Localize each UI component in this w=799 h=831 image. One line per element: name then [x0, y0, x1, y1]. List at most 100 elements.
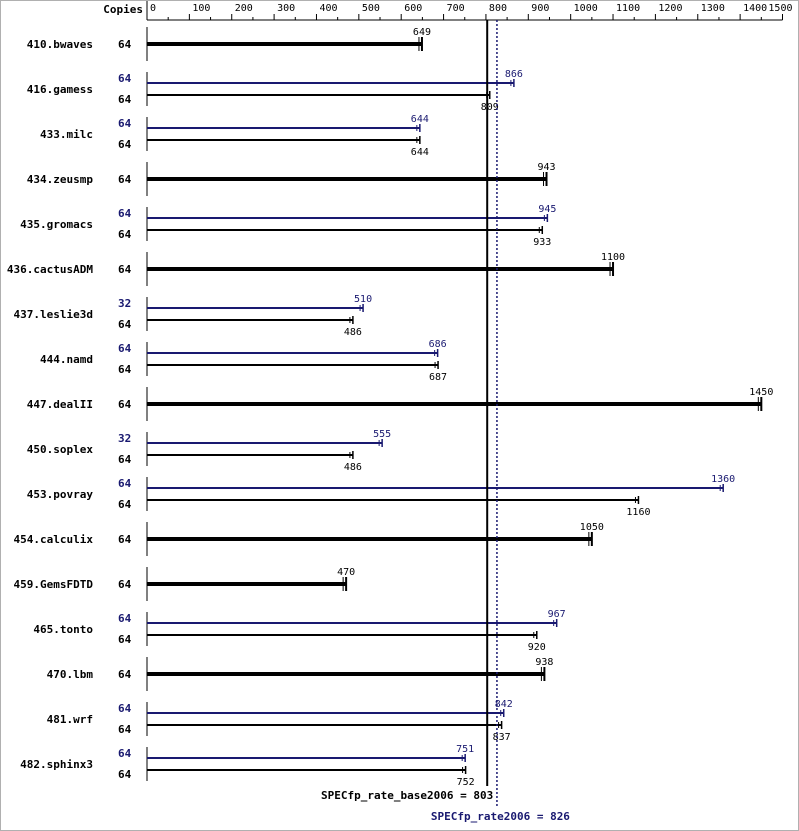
- benchmark-name: 437.leslie3d: [14, 308, 93, 321]
- peak-value-label: 751: [456, 744, 474, 755]
- base-value-label: 687: [429, 372, 447, 383]
- base-value-label: 933: [533, 237, 551, 248]
- x-tick-label: 600: [404, 3, 422, 14]
- benchmark-row: 454.calculix 64 1050: [14, 522, 604, 556]
- base-copies: 64: [118, 398, 132, 411]
- base-reference-label: SPECfp_rate_base2006 = 803: [321, 789, 493, 802]
- x-tick-label: 300: [277, 3, 295, 14]
- base-copies: 64: [118, 723, 132, 736]
- base-copies: 64: [118, 768, 132, 781]
- base-copies: 64: [118, 533, 132, 546]
- benchmark-row: 482.sphinx3 64 751 64 752: [20, 744, 474, 788]
- benchmark-name: 444.namd: [40, 353, 93, 366]
- benchmark-name: 454.calculix: [14, 533, 94, 546]
- peak-copies: 64: [118, 117, 132, 130]
- x-tick-label: 800: [489, 3, 507, 14]
- x-tick-label: 400: [319, 3, 337, 14]
- benchmark-row: 459.GemsFDTD 64 470: [14, 567, 355, 601]
- base-value-label: 1100: [601, 252, 625, 263]
- peak-value-label: 866: [505, 69, 523, 80]
- peak-copies: 64: [118, 477, 132, 490]
- base-copies: 64: [118, 453, 132, 466]
- benchmark-row: 444.namd 64 686 64 687: [40, 339, 447, 383]
- peak-copies: 64: [118, 72, 132, 85]
- benchmark-name: 450.soplex: [27, 443, 94, 456]
- base-copies: 64: [118, 578, 132, 591]
- peak-copies: 64: [118, 342, 132, 355]
- benchmark-row: 447.dealII 64 1450: [27, 387, 773, 421]
- benchmark-name: 433.milc: [40, 128, 93, 141]
- base-value-label: 837: [493, 732, 511, 743]
- base-value-label: 809: [481, 102, 499, 113]
- peak-copies: 64: [118, 612, 132, 625]
- x-tick-label: 100: [192, 3, 210, 14]
- base-value-label: 644: [411, 147, 429, 158]
- base-copies: 64: [118, 318, 132, 331]
- benchmark-name: 459.GemsFDTD: [14, 578, 94, 591]
- benchmark-name: 453.povray: [27, 488, 94, 501]
- peak-copies: 64: [118, 702, 132, 715]
- peak-copies: 64: [118, 747, 132, 760]
- peak-copies: 32: [118, 297, 131, 310]
- peak-value-label: 945: [538, 204, 556, 215]
- benchmark-row: 453.povray 64 1360 64 1160: [27, 474, 735, 518]
- x-tick-label: 1500: [768, 3, 792, 14]
- peak-value-label: 686: [429, 339, 447, 350]
- x-tick-label: 200: [235, 3, 253, 14]
- x-tick-label: 1300: [701, 3, 725, 14]
- benchmark-row: 465.tonto 64 967 64 920: [33, 609, 565, 653]
- x-tick-label: 700: [447, 3, 465, 14]
- x-tick-label: 1200: [658, 3, 682, 14]
- base-copies: 64: [118, 38, 132, 51]
- x-tick-label: 1100: [616, 3, 640, 14]
- benchmark-name: 435.gromacs: [20, 218, 93, 231]
- benchmark-name: 447.dealII: [27, 398, 93, 411]
- base-value-label: 1050: [580, 522, 604, 533]
- benchmark-row: 450.soplex 32 555 64 486: [27, 429, 391, 473]
- base-value-label: 943: [537, 162, 555, 173]
- benchmark-row: 435.gromacs 64 945 64 933: [20, 204, 556, 248]
- base-copies: 64: [118, 263, 132, 276]
- base-copies: 64: [118, 93, 132, 106]
- base-copies: 64: [118, 173, 132, 186]
- x-tick-label: 1400: [743, 3, 767, 14]
- peak-value-label: 842: [495, 699, 513, 710]
- benchmark-name: 416.gamess: [27, 83, 93, 96]
- base-value-label: 486: [344, 462, 362, 473]
- benchmark-name: 434.zeusmp: [27, 173, 94, 186]
- base-value-label: 1160: [626, 507, 650, 518]
- benchmark-name: 465.tonto: [33, 623, 93, 636]
- base-value-label: 938: [535, 657, 553, 668]
- benchmark-row: 481.wrf 64 842 64 837: [47, 699, 513, 743]
- peak-copies: 64: [118, 207, 132, 220]
- base-value-label: 486: [344, 327, 362, 338]
- base-copies: 64: [118, 668, 132, 681]
- base-copies: 64: [118, 633, 132, 646]
- benchmark-row: 470.lbm 64 938: [47, 657, 553, 691]
- peak-reference-label: SPECfp_rate2006 = 826: [431, 810, 570, 823]
- base-value-label: 649: [413, 27, 431, 38]
- peak-value-label: 510: [354, 294, 372, 305]
- x-tick-label: 900: [531, 3, 549, 14]
- base-value-label: 470: [337, 567, 355, 578]
- benchmark-row: 436.cactusADM 64 1100: [7, 252, 625, 286]
- base-copies: 64: [118, 138, 132, 151]
- benchmark-name: 436.cactusADM: [7, 263, 93, 276]
- base-value-label: 920: [528, 642, 546, 653]
- copies-header: Copies: [103, 3, 143, 16]
- x-tick-label: 0: [150, 3, 156, 14]
- benchmark-row: 434.zeusmp 64 943: [27, 162, 556, 196]
- base-copies: 64: [118, 498, 132, 511]
- peak-value-label: 967: [548, 609, 566, 620]
- benchmark-row: 437.leslie3d 32 510 64 486: [14, 294, 373, 338]
- base-value-label: 752: [457, 777, 475, 788]
- benchmark-name: 482.sphinx3: [20, 758, 93, 771]
- base-value-label: 1450: [749, 387, 773, 398]
- peak-value-label: 644: [411, 114, 429, 125]
- peak-value-label: 555: [373, 429, 391, 440]
- base-copies: 64: [118, 363, 132, 376]
- peak-copies: 32: [118, 432, 131, 445]
- x-tick-label: 500: [362, 3, 380, 14]
